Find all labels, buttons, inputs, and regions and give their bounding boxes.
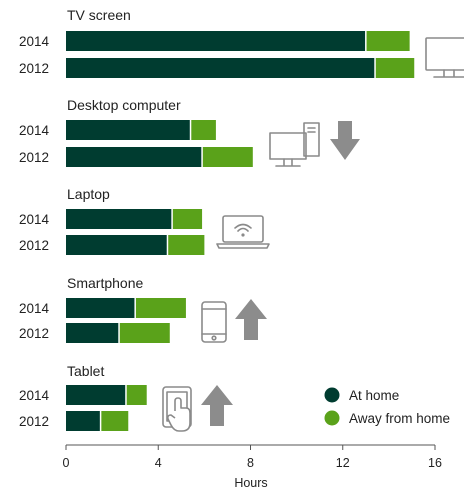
tower xyxy=(303,122,320,157)
year-label: 2014 xyxy=(19,301,50,316)
year-label: 2014 xyxy=(19,212,50,227)
year-label: 2012 xyxy=(19,326,49,341)
bar-at-home-2014 xyxy=(66,209,173,229)
laptop-screen xyxy=(222,215,264,243)
group-title: Desktop computer xyxy=(67,97,181,113)
phone-body xyxy=(201,301,227,343)
x-tick-label: 12 xyxy=(336,456,350,470)
group-smartphone: Smartphone 2014 2012 xyxy=(19,275,186,343)
bar-away-2014 xyxy=(190,120,216,140)
group-title: Laptop xyxy=(67,186,110,202)
x-tick-label: 16 xyxy=(428,456,442,470)
arrow-shape xyxy=(235,299,267,340)
laptop-base xyxy=(216,243,270,249)
wifi-dot xyxy=(241,233,245,237)
group-title: Tablet xyxy=(67,363,104,379)
bar-at-home-2012 xyxy=(66,58,376,78)
desktop-computer-icon xyxy=(269,122,320,167)
legend-item-at-home: At home xyxy=(324,387,399,403)
year-label: 2014 xyxy=(19,123,50,138)
bar-at-home-2012 xyxy=(66,411,101,431)
group-title: TV screen xyxy=(67,7,131,23)
bar-at-home-2014 xyxy=(66,385,126,405)
arrow-shape xyxy=(201,385,233,426)
tv-stand xyxy=(433,69,464,78)
bar-away-2012 xyxy=(119,323,170,343)
year-label: 2012 xyxy=(19,414,49,429)
phone-bezels xyxy=(201,308,227,335)
legend-swatch xyxy=(324,410,340,426)
legend-item-away: Away from home xyxy=(324,410,450,426)
bar-away-2014 xyxy=(135,298,186,318)
hand-pointer xyxy=(167,397,191,432)
group-laptop: Laptop 2014 2012 xyxy=(19,186,205,255)
legend-label: At home xyxy=(349,388,399,403)
phone-button xyxy=(211,335,217,341)
trend-up-arrow-icon xyxy=(235,299,267,340)
group-tv-screen: TV screen 2014 2012 xyxy=(19,7,415,78)
year-label: 2012 xyxy=(19,61,49,76)
year-label: 2012 xyxy=(19,238,49,253)
group-tablet: Tablet 2014 2012 xyxy=(19,363,147,431)
bar-away-2014 xyxy=(125,385,147,405)
tv-screen xyxy=(425,37,464,71)
x-axis-label: Hours xyxy=(234,476,267,490)
bar-at-home-2012 xyxy=(66,323,120,343)
bar-at-home-2012 xyxy=(66,235,168,255)
x-axis: 0 4 8 12 16 Hours xyxy=(63,444,442,490)
smartphone-icon xyxy=(201,301,227,343)
bar-away-2012 xyxy=(167,235,205,255)
wifi-waves xyxy=(234,223,252,232)
legend: At home Away from home xyxy=(324,387,450,426)
x-tick-label: 0 xyxy=(63,456,70,470)
monitor xyxy=(269,132,307,160)
group-desktop-computer: Desktop computer 2014 2012 xyxy=(19,97,253,167)
x-tick-label: 4 xyxy=(155,456,162,470)
bar-away-2012 xyxy=(375,58,415,78)
group-title: Smartphone xyxy=(67,275,143,291)
icons-layer xyxy=(162,37,464,432)
legend-swatch xyxy=(324,387,340,403)
arrow-shape xyxy=(330,121,360,160)
trend-down-arrow-icon xyxy=(330,121,360,160)
bar-at-home-2014 xyxy=(66,31,366,51)
bar-at-home-2012 xyxy=(66,147,203,167)
year-label: 2012 xyxy=(19,150,49,165)
bar-away-2012 xyxy=(202,147,253,167)
tower-slots xyxy=(307,127,316,133)
bar-at-home-2014 xyxy=(66,298,136,318)
tablet-icon xyxy=(162,386,192,432)
bar-away-2012 xyxy=(100,411,129,431)
tv-icon xyxy=(425,37,464,78)
x-tick-label: 8 xyxy=(247,456,254,470)
trend-up-arrow-icon xyxy=(201,385,233,426)
groups-layer: TV screen 2014 2012 Desktop computer 2014 201… xyxy=(19,7,415,431)
legend-label: Away from home xyxy=(349,411,450,426)
monitor-stand xyxy=(275,158,301,167)
laptop-icon xyxy=(216,215,270,249)
year-label: 2014 xyxy=(19,34,50,49)
bar-away-2014 xyxy=(365,31,410,51)
bar-away-2014 xyxy=(172,209,203,229)
bar-at-home-2014 xyxy=(66,120,191,140)
year-label: 2014 xyxy=(19,388,50,403)
